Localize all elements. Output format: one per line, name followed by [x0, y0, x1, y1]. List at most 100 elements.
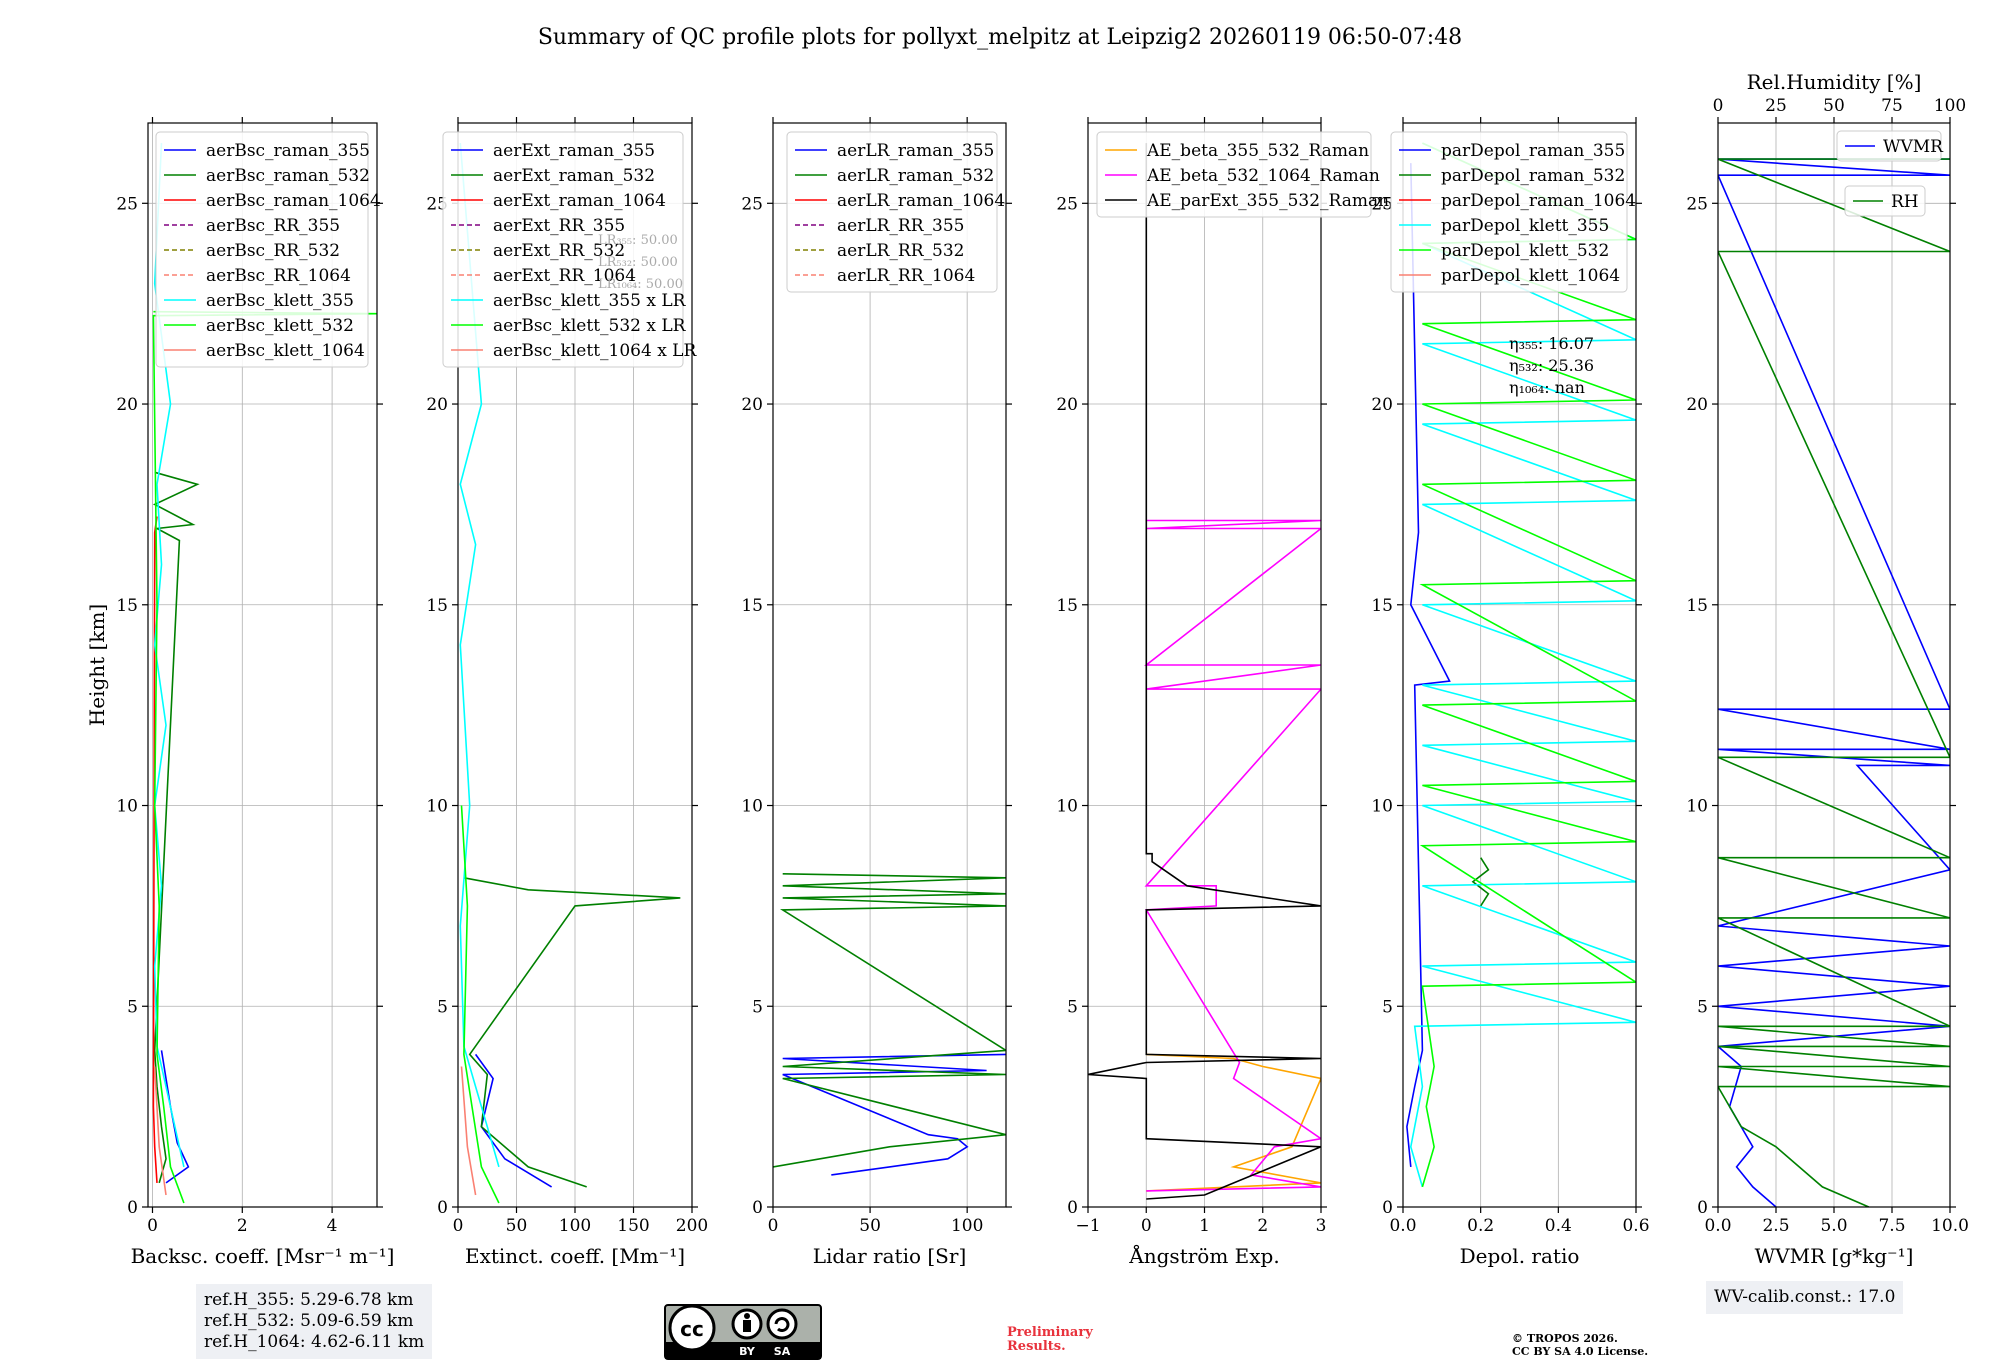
legend-entry: aerLR_raman_532 [837, 166, 994, 186]
series-group [1718, 158, 1950, 1207]
y-tick-label: 15 [116, 596, 138, 616]
series-line-aerExt_raman_532 [463, 877, 681, 1188]
legend-entry: aerExt_RR_1064 [493, 266, 636, 286]
preliminary-line-1: Preliminary [1007, 1325, 1093, 1340]
legend: aerLR_raman_355 aerLR_raman_532 aerLR_rama… [786, 131, 1005, 293]
series-line-aerBsc_raman_532 [152, 471, 200, 1184]
top-x-tick-label: 75 [1881, 96, 1903, 116]
x-tick-label: 2.5 [1762, 1216, 1789, 1236]
legend-frame [1096, 131, 1372, 218]
series-group [459, 143, 681, 1204]
x-tick-label: 50 [859, 1216, 881, 1236]
legend: parDepol_raman_355 parDepol_raman_532 parD… [1390, 131, 1636, 293]
legend-entry: RH [1891, 192, 1919, 212]
series-group [1406, 142, 1636, 1188]
top-x-tick-label: 0 [1713, 96, 1724, 116]
cc-logo-text: cc [680, 1317, 704, 1341]
x-axis-label: WVMR [g*kg⁻¹] [1755, 1244, 1914, 1268]
legend: aerExt_raman_355 aerExt_raman_532 aerExt_r… [442, 131, 697, 368]
y-tick-label: 15 [1056, 596, 1078, 616]
x-tick-label: 2 [237, 1216, 248, 1236]
legend-entry: parDepol_klett_532 [1441, 241, 1609, 261]
x-axis-label: Lidar ratio [Sr] [813, 1244, 967, 1268]
legend-entry: aerExt_raman_1064 [493, 191, 666, 211]
x-axis-label: Ångström Exp. [1128, 1243, 1279, 1268]
y-tick-label: 20 [741, 395, 763, 415]
series-line-aerLR_raman_532 [773, 873, 1006, 1168]
legend-frame [786, 131, 998, 293]
series-line-aerBsc_klett_532 x LR [460, 805, 500, 1204]
legend-entry: aerExt_raman_355 [493, 141, 655, 161]
series-line-AE_beta_532_1064_Raman [1143, 519, 1321, 1192]
y-tick-label: 0 [752, 1198, 763, 1218]
cc-sa-label: SA [774, 1345, 791, 1358]
y-tick-label: 25 [1371, 194, 1393, 214]
series-line-parDepol_klett_355 [1409, 142, 1636, 1188]
y-tick-label: 10 [116, 797, 138, 817]
legend-entry: parDepol_raman_355 [1441, 141, 1625, 161]
legend-entry: aerBsc_klett_1064 [206, 341, 365, 361]
x-tick-label: 0.6 [1622, 1216, 1649, 1236]
x-tick-label: 7.5 [1878, 1216, 1905, 1236]
legend-entry: aerBsc_klett_532 [206, 316, 354, 336]
y-tick-label: 10 [1056, 797, 1078, 817]
x-tick-label: 1 [1199, 1216, 1210, 1236]
y-tick-label: 5 [1697, 997, 1708, 1017]
annotation-line: LR₁₀₆₄: 50.00 [598, 277, 683, 292]
x-tick-label: 0.0 [1389, 1216, 1416, 1236]
legend-entry: aerBsc_RR_1064 [206, 266, 351, 286]
panel-6: 0.0 2.5 5.0 7.5 10.0 0 5 10 15 20 25 WVMR [g*kg⁻¹] 0… [1686, 70, 1969, 1268]
legend-entry: aerExt_raman_532 [493, 166, 655, 186]
x-tick-label: 5.0 [1820, 1216, 1847, 1236]
annotation: LR₃₅₅: 50.00 LR₅₃₂: 50.00 LR₁₀₆₄: 50.00 [598, 233, 683, 292]
ref-heights-box: ref.H_355: 5.29-6.78 km ref.H_532: 5.09-… [196, 1284, 433, 1359]
y-tick-label: 15 [1686, 596, 1708, 616]
legend-entry: aerBsc_raman_355 [206, 141, 370, 161]
top-x-tick-label: 100 [1934, 96, 1966, 116]
series-line-aerBsc_klett_532 [152, 310, 377, 1204]
wv-calib-text: WV-calib.const.: 17.0 [1714, 1287, 1896, 1307]
legend-frame [1390, 131, 1628, 293]
x-tick-label: 50 [506, 1216, 528, 1236]
legend-frame [155, 131, 369, 368]
x-tick-label: 4 [327, 1216, 338, 1236]
axes-frame [772, 122, 1007, 1208]
panel-3: 0 50 100 0 5 10 15 20 25 Lidar ratio [Sr] aerLR_ra… [741, 117, 1012, 1268]
x-tick-label: 100 [559, 1216, 591, 1236]
series-line-parDepol_raman_355 [1406, 163, 1451, 1167]
y-tick-label: 20 [1371, 395, 1393, 415]
legend-entry: aerBsc_klett_355 [206, 291, 354, 311]
series-group [1088, 143, 1321, 1200]
series-line-RH [1718, 158, 1950, 1207]
wv-calib-box: WV-calib.const.: 17.0 [1706, 1281, 1904, 1314]
legend: RH [1844, 185, 1926, 217]
legend-entry: aerExt_RR_532 [493, 241, 625, 261]
annotation-line: LR₃₅₅: 50.00 [598, 233, 678, 248]
legend-entry: aerBsc_klett_355 x LR [493, 291, 687, 311]
legend-entry: aerBsc_klett_532 x LR [493, 316, 687, 336]
y-tick-label: 0 [1067, 1198, 1078, 1218]
x-tick-label: 200 [676, 1216, 708, 1236]
legend-entry: aerLR_RR_355 [837, 216, 964, 236]
legend-entry: WVMR [1883, 137, 1944, 157]
y-tick-label: 15 [426, 596, 448, 616]
legend: AE_beta_355_532_Raman AE_beta_532_1064_Ra… [1096, 131, 1389, 218]
legend-entry: aerBsc_klett_1064 x LR [493, 341, 697, 361]
x-tick-label: 0 [147, 1216, 158, 1236]
legend-entry: AE_beta_532_1064_Raman [1146, 166, 1380, 186]
legend-entry: parDepol_klett_1064 [1441, 266, 1620, 286]
y-tick-label: 5 [1067, 997, 1078, 1017]
y-tick-label: 5 [437, 997, 448, 1017]
series-line-aerBsc_klett_355 [153, 143, 185, 1168]
x-tick-label: 0 [768, 1216, 779, 1236]
x-tick-label: 0.4 [1545, 1216, 1572, 1236]
legend-entry: parDepol_klett_355 [1441, 216, 1609, 236]
copyright-line-1: © TROPOS 2026. [1512, 1332, 1618, 1345]
ref-height-1064: ref.H_1064: 4.62-6.11 km [204, 1332, 425, 1352]
legend-entry: parDepol_raman_1064 [1441, 191, 1636, 211]
legend-entry: aerExt_RR_355 [493, 216, 625, 236]
y-tick-label: 0 [1697, 1198, 1708, 1218]
legend-frame [1836, 130, 1942, 162]
legend-frame [1844, 185, 1926, 217]
